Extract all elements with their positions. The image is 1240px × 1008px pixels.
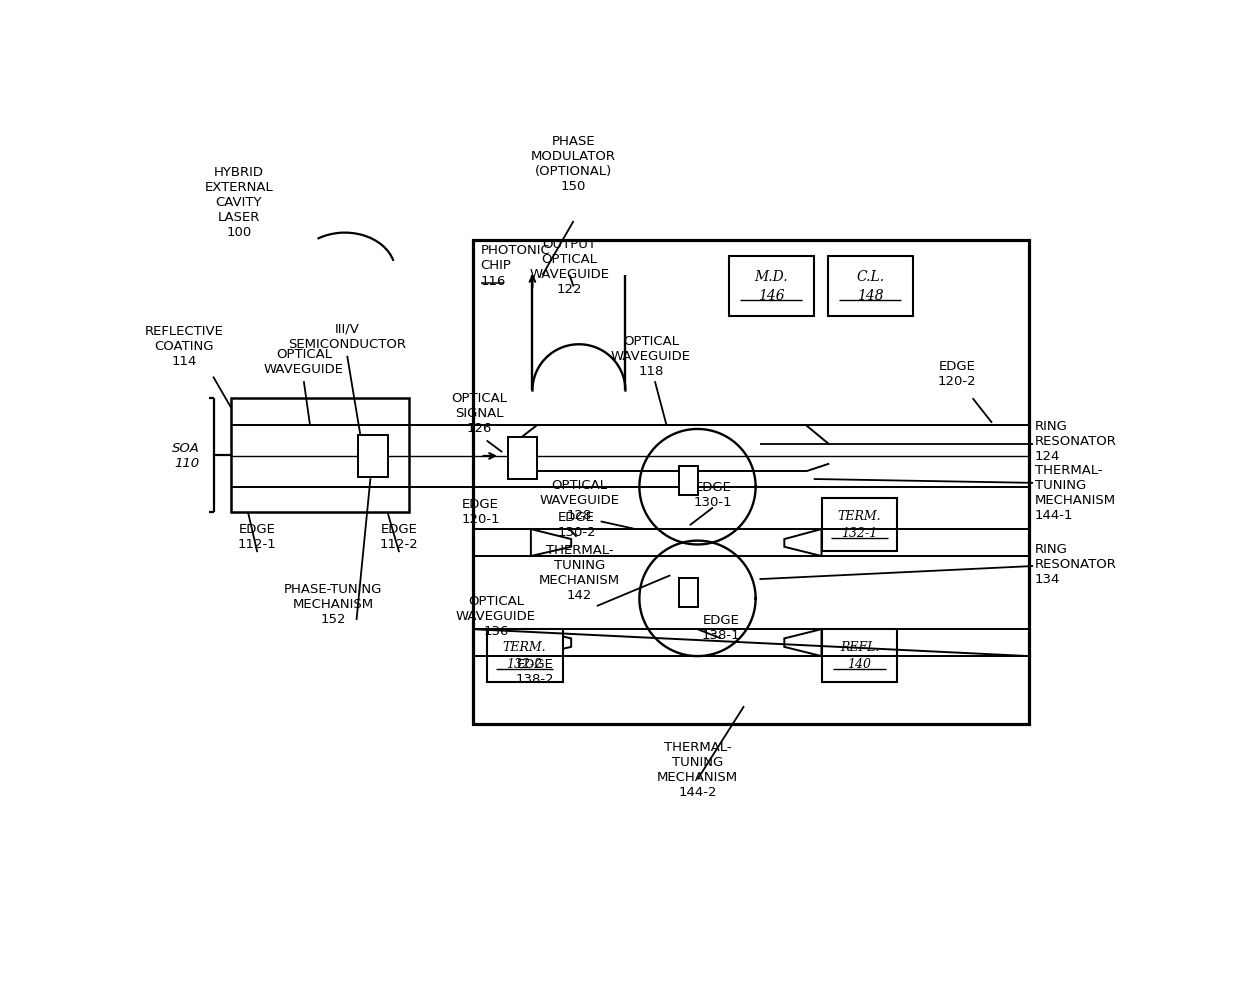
- Bar: [729, 256, 813, 316]
- Text: RING
RESONATOR
134: RING RESONATOR 134: [1034, 543, 1116, 586]
- Text: OPTICAL
WAVEGUIDE: OPTICAL WAVEGUIDE: [264, 348, 343, 376]
- Polygon shape: [531, 629, 572, 656]
- Bar: [680, 578, 697, 607]
- Text: HYBRID
EXTERNAL
CAVITY
LASER
100: HYBRID EXTERNAL CAVITY LASER 100: [205, 165, 273, 239]
- Text: EDGE
130-1: EDGE 130-1: [693, 482, 733, 509]
- Bar: [486, 629, 563, 681]
- Text: RING
RESONATOR
124: RING RESONATOR 124: [1034, 419, 1116, 463]
- Bar: [821, 498, 898, 550]
- Text: EDGE
130-2: EDGE 130-2: [557, 511, 596, 538]
- Text: EDGE
138-1: EDGE 138-1: [702, 614, 740, 642]
- Text: THERMAL-
TUNING
MECHANISM
142: THERMAL- TUNING MECHANISM 142: [539, 544, 620, 603]
- Bar: [231, 398, 409, 512]
- Text: REFL.: REFL.: [839, 641, 879, 654]
- Text: III/V
SEMICONDUCTOR: III/V SEMICONDUCTOR: [288, 323, 407, 351]
- Text: SOA
110: SOA 110: [172, 442, 200, 470]
- Text: 116: 116: [481, 275, 506, 288]
- Bar: [472, 240, 1029, 724]
- Polygon shape: [785, 529, 821, 556]
- Text: OPTICAL
WAVEGUIDE
118: OPTICAL WAVEGUIDE 118: [611, 335, 691, 378]
- Bar: [828, 256, 913, 316]
- Text: EDGE
112-1: EDGE 112-1: [238, 523, 277, 551]
- Text: OPTICAL
WAVEGUIDE
128: OPTICAL WAVEGUIDE 128: [539, 479, 620, 522]
- Bar: [358, 435, 387, 478]
- Bar: [507, 436, 537, 479]
- Polygon shape: [531, 529, 572, 556]
- Text: M.D.: M.D.: [754, 270, 787, 284]
- Text: 140: 140: [847, 658, 872, 671]
- Text: EDGE
120-2: EDGE 120-2: [937, 360, 976, 388]
- Text: EDGE
138-2: EDGE 138-2: [516, 658, 554, 686]
- Text: PHOTONIC
CHIP: PHOTONIC CHIP: [481, 244, 551, 272]
- Text: TERM.: TERM.: [503, 641, 547, 654]
- Text: REFLECTIVE
COATING
114: REFLECTIVE COATING 114: [145, 325, 224, 368]
- Text: PHASE-TUNING
MECHANISM
152: PHASE-TUNING MECHANISM 152: [284, 583, 382, 626]
- Text: 146: 146: [758, 288, 785, 302]
- Bar: [821, 629, 898, 681]
- Text: OPTICAL
WAVEGUIDE
136: OPTICAL WAVEGUIDE 136: [456, 595, 536, 637]
- Text: 132-1: 132-1: [842, 527, 878, 540]
- Text: EDGE
112-2: EDGE 112-2: [379, 523, 419, 551]
- Text: THERMAL-
TUNING
MECHANISM
144-1: THERMAL- TUNING MECHANISM 144-1: [1034, 464, 1116, 521]
- Polygon shape: [785, 629, 821, 656]
- Text: OPTICAL
SIGNAL
126: OPTICAL SIGNAL 126: [451, 392, 507, 435]
- Text: OUTPUT
OPTICAL
WAVEGUIDE
122: OUTPUT OPTICAL WAVEGUIDE 122: [529, 238, 610, 296]
- Text: C.L.: C.L.: [857, 270, 884, 284]
- Text: TERM.: TERM.: [838, 510, 882, 523]
- Bar: [680, 466, 697, 495]
- Text: PHASE
MODULATOR
(OPTIONAL)
150: PHASE MODULATOR (OPTIONAL) 150: [531, 135, 616, 193]
- Text: THERMAL-
TUNING
MECHANISM
144-2: THERMAL- TUNING MECHANISM 144-2: [657, 741, 738, 798]
- Text: EDGE
120-1: EDGE 120-1: [461, 498, 500, 526]
- Text: 148: 148: [857, 288, 884, 302]
- Text: 132-2: 132-2: [507, 658, 543, 671]
